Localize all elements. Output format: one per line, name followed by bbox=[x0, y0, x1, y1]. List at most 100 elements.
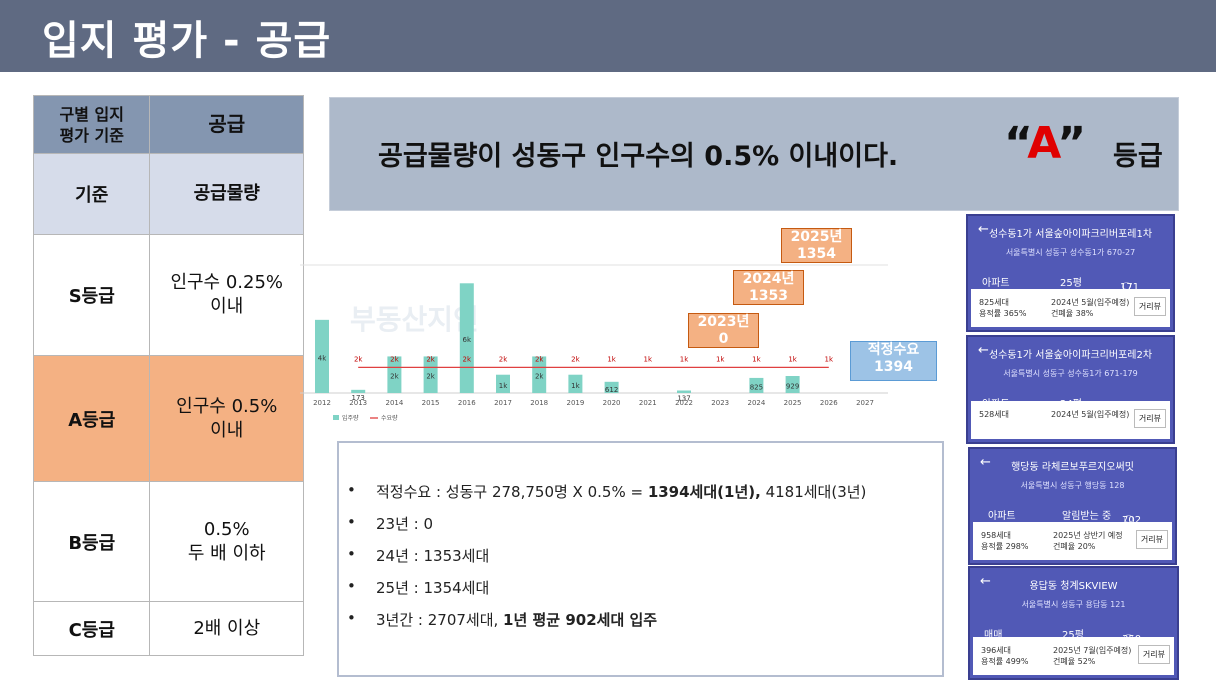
criteria-value: 인구수 0.25% 이내 bbox=[149, 234, 304, 356]
demand-label: 1k bbox=[607, 355, 616, 363]
card-bcr: 건폐율 38% bbox=[1051, 309, 1094, 318]
bullet-item: 25년 : 1354세대 bbox=[347, 577, 866, 609]
card-address: 서울특별시 성동구 용답동 121 bbox=[1021, 600, 1126, 609]
card-type-select[interactable]: 매매 bbox=[984, 630, 1003, 641]
callout-2025: 2025년 1354 bbox=[781, 228, 852, 263]
demand-label: 1k bbox=[716, 355, 725, 363]
summary-banner: 공급물량이 성동구 인구수의 0.5% 이내이다. “A” 등급 bbox=[329, 97, 1179, 211]
x-tick-label: 2023 bbox=[711, 399, 729, 407]
banner-grade: “A” bbox=[1004, 118, 1087, 169]
demand-label: 2k bbox=[463, 355, 472, 363]
card-far: 용적률 298% bbox=[981, 542, 1029, 551]
bar-label: 137 bbox=[677, 394, 690, 402]
street-view-button[interactable]: 거리뷰 bbox=[1133, 297, 1166, 316]
demand-label: 2k bbox=[571, 355, 580, 363]
card-title: 성수동1가 서울숲아이파크리버포레2차 bbox=[988, 350, 1153, 361]
criteria-grade: C등급 bbox=[32, 601, 151, 656]
x-tick-label: 2027 bbox=[856, 399, 874, 407]
back-arrow-icon[interactable]: ← bbox=[978, 343, 989, 358]
bullet-item: 24년 : 1353세대 bbox=[347, 545, 866, 577]
listing-card[interactable]: ← 성수동1가 서울숲아이파크리버포레2차 서울특별시 성동구 성수동1가 67… bbox=[966, 335, 1175, 444]
bar-label: 2k bbox=[390, 373, 399, 381]
bar-label: 1k bbox=[499, 382, 508, 390]
criteria-grade: 기준 bbox=[32, 153, 151, 235]
bar bbox=[532, 356, 547, 393]
criteria-value: 0.5% 두 배 이하 bbox=[149, 481, 304, 602]
back-arrow-icon[interactable]: ← bbox=[978, 222, 989, 237]
x-tick-label: 2017 bbox=[494, 399, 512, 407]
legend-swatch-supply bbox=[333, 415, 339, 420]
bar-label: 1k bbox=[571, 382, 580, 390]
card-size-select[interactable]: 알림받는 중 bbox=[1062, 511, 1112, 522]
demand-label: 1k bbox=[680, 355, 689, 363]
back-arrow-icon[interactable]: ← bbox=[980, 574, 991, 589]
listing-card[interactable]: ← 용답동 청계SKVIEW 서울특별시 성동구 용답동 121 매매 25평 … bbox=[968, 566, 1179, 680]
x-tick-label: 2019 bbox=[566, 399, 584, 407]
criteria-grade: B등급 bbox=[32, 481, 151, 602]
bar-label: 929 bbox=[786, 383, 799, 391]
summary-bullets: 적정수요 : 성동구 278,750명 X 0.5% = 1394세대(1년),… bbox=[337, 441, 944, 677]
x-tick-label: 2021 bbox=[639, 399, 657, 407]
criteria-table: 구별 입지 평가 기준 공급 기준 공급물량 S등급 인구수 0.25% 이내 … bbox=[32, 95, 304, 656]
card-address: 서울특별시 성동구 행당동 128 bbox=[1020, 481, 1125, 490]
card-type-select[interactable]: 아파트 bbox=[988, 511, 1016, 522]
bar-label: 2k bbox=[535, 373, 544, 381]
demand-label: 2k bbox=[535, 355, 544, 363]
bar bbox=[387, 356, 402, 393]
x-tick-label: 2026 bbox=[820, 399, 838, 407]
legend-label-supply: 입주량 bbox=[342, 414, 359, 422]
card-header: ← 성수동1가 서울숲아이파크리버포레2차 bbox=[968, 337, 1173, 367]
bullet-item: 3년간 : 2707세대, 1년 평균 902세대 입주 bbox=[347, 609, 866, 641]
bar bbox=[496, 374, 510, 393]
x-tick-label: 2020 bbox=[603, 399, 621, 407]
card-bcr: 건폐율 52% bbox=[1053, 657, 1096, 666]
bar bbox=[459, 283, 474, 393]
card-size-select[interactable]: 25평 bbox=[1062, 630, 1084, 641]
bar-label: 4k bbox=[318, 354, 327, 362]
page-title: 입지 평가 - 공급 bbox=[42, 18, 332, 64]
card-title: 성수동1가 서울숲아이파크리버포레1차 bbox=[988, 229, 1153, 240]
card-tabs: 아파트 알림받는 중 🗨 702 bbox=[970, 499, 1175, 526]
bar-label: 825 bbox=[750, 383, 763, 391]
callout-2024: 2024년 1353 bbox=[733, 270, 804, 305]
x-tick-label: 2022 bbox=[675, 399, 693, 407]
criteria-value: 2배 이상 bbox=[149, 601, 304, 656]
demand-label: 2k bbox=[354, 355, 363, 363]
criteria-header-left: 구별 입지 평가 기준 bbox=[32, 95, 151, 154]
demand-label: 1k bbox=[644, 355, 653, 363]
card-header: ← 용답동 청계SKVIEW bbox=[970, 568, 1177, 598]
criteria-header-right: 공급 bbox=[149, 95, 304, 154]
x-tick-label: 2013 bbox=[349, 399, 367, 407]
criteria-grade: S등급 bbox=[32, 234, 151, 356]
street-view-button[interactable]: 거리뷰 bbox=[1135, 530, 1168, 549]
criteria-grade: A등급 bbox=[32, 355, 151, 482]
header-bar: 입지 평가 - 공급 bbox=[0, 0, 1216, 72]
card-title: 용답동 청계SKVIEW bbox=[1029, 581, 1118, 592]
callout-demand: 적정수요 1394 bbox=[850, 341, 937, 381]
card-far: 용적률 365% bbox=[979, 309, 1027, 318]
bar-label: 6k bbox=[463, 336, 472, 344]
back-arrow-icon[interactable]: ← bbox=[980, 455, 991, 470]
bar bbox=[749, 377, 764, 393]
listing-card[interactable]: ← 성수동1가 서울숲아이파크리버포레1차 서울특별시 성동구 성수동1가 67… bbox=[966, 214, 1175, 332]
bar bbox=[315, 319, 329, 393]
legend-label-demand: 수요량 bbox=[381, 415, 398, 422]
street-view-button[interactable]: 거리뷰 bbox=[1137, 645, 1170, 664]
card-address: 서울특별시 성동구 성수동1가 671-179 bbox=[1003, 369, 1138, 378]
card-date: 2025년 7월(입주예정) bbox=[1053, 646, 1132, 655]
demand-label: 2k bbox=[426, 355, 435, 363]
demand-label: 1k bbox=[752, 355, 761, 363]
card-units: 528세대 bbox=[979, 410, 1009, 419]
x-tick-label: 2024 bbox=[747, 399, 765, 407]
comment-icon: 🗨 bbox=[1122, 515, 1135, 526]
card-info: 528세대 2024년 5월(입주예정) 거리뷰 bbox=[971, 401, 1170, 439]
card-date: 2025년 상반기 예정 bbox=[1053, 531, 1123, 540]
card-size-select[interactable]: 25평 bbox=[1060, 278, 1082, 289]
street-view-button[interactable]: 거리뷰 bbox=[1133, 409, 1166, 428]
card-type-select[interactable]: 아파트 bbox=[982, 278, 1010, 289]
comment-icon: 🗨 bbox=[1120, 282, 1133, 293]
listing-card[interactable]: ← 행당동 라체르보푸르지오써밋 서울특별시 성동구 행당동 128 아파트 알… bbox=[968, 447, 1177, 565]
criteria-value: 공급물량 bbox=[149, 153, 304, 235]
x-tick-label: 2012 bbox=[313, 399, 331, 407]
